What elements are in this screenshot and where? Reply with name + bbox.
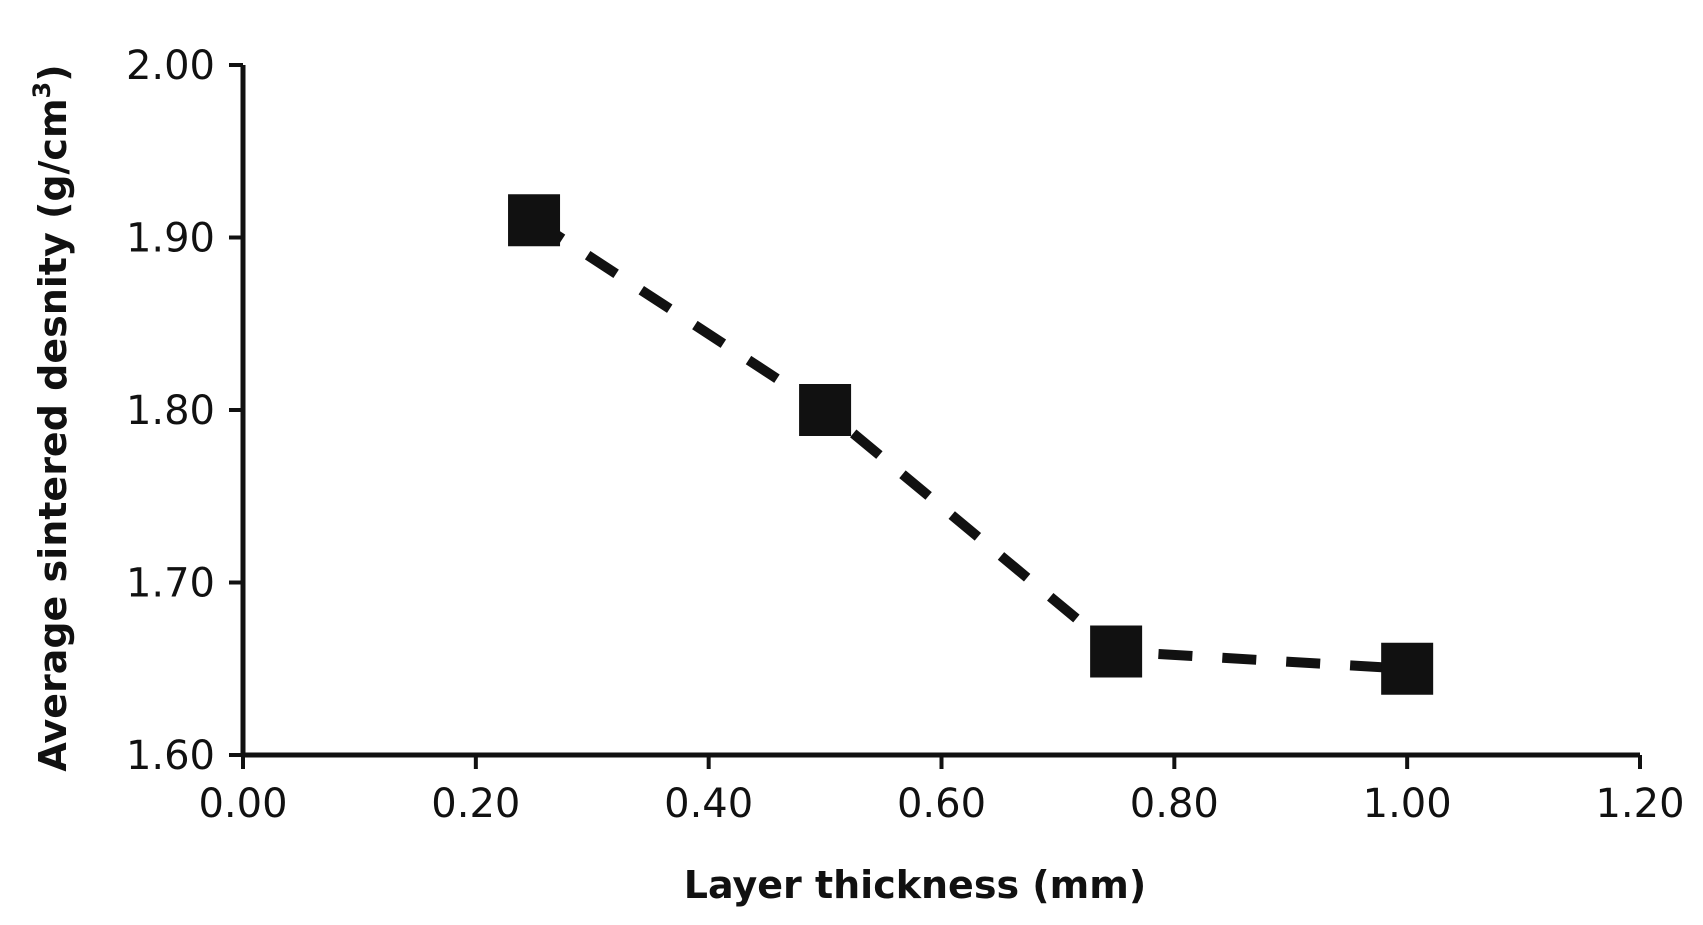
data-point <box>1090 625 1143 678</box>
data-point <box>799 384 852 436</box>
data-point <box>508 194 561 247</box>
x-tick-label: 0.40 <box>664 781 753 827</box>
y-tick-label: 1.80 <box>126 388 215 434</box>
x-tick-label: 0.60 <box>897 781 986 827</box>
x-tick-label: 0.00 <box>198 781 287 827</box>
x-tick-label: 1.00 <box>1363 781 1452 827</box>
x-axis-title: Layer thickness (mm) <box>684 863 1146 907</box>
data-point <box>1381 642 1434 695</box>
y-axis-title-close: ) <box>31 64 75 81</box>
y-axis-title-main: Average sintered desnity (g/cm <box>31 98 75 771</box>
y-tick-label: 2.00 <box>126 43 215 89</box>
y-tick-label: 1.60 <box>126 733 215 779</box>
x-tick-label: 0.20 <box>431 781 520 827</box>
y-axis-title: Average sintered desnity (g/cm3) <box>28 64 75 771</box>
x-ticks: 0.00 0.20 0.40 0.60 0.80 1.00 1.20 <box>198 755 1685 827</box>
data-points <box>508 194 1434 695</box>
y-tick-label: 1.70 <box>126 561 215 607</box>
y-tick-label: 1.90 <box>126 216 215 262</box>
y-ticks: 1.60 1.70 1.80 1.90 2.00 <box>126 43 243 779</box>
x-tick-label: 1.20 <box>1595 781 1684 827</box>
x-tick-label: 0.80 <box>1130 781 1219 827</box>
series-line-path <box>531 216 1408 674</box>
series-line <box>531 216 1408 674</box>
y-axis-title-superscript: 3 <box>28 82 56 99</box>
